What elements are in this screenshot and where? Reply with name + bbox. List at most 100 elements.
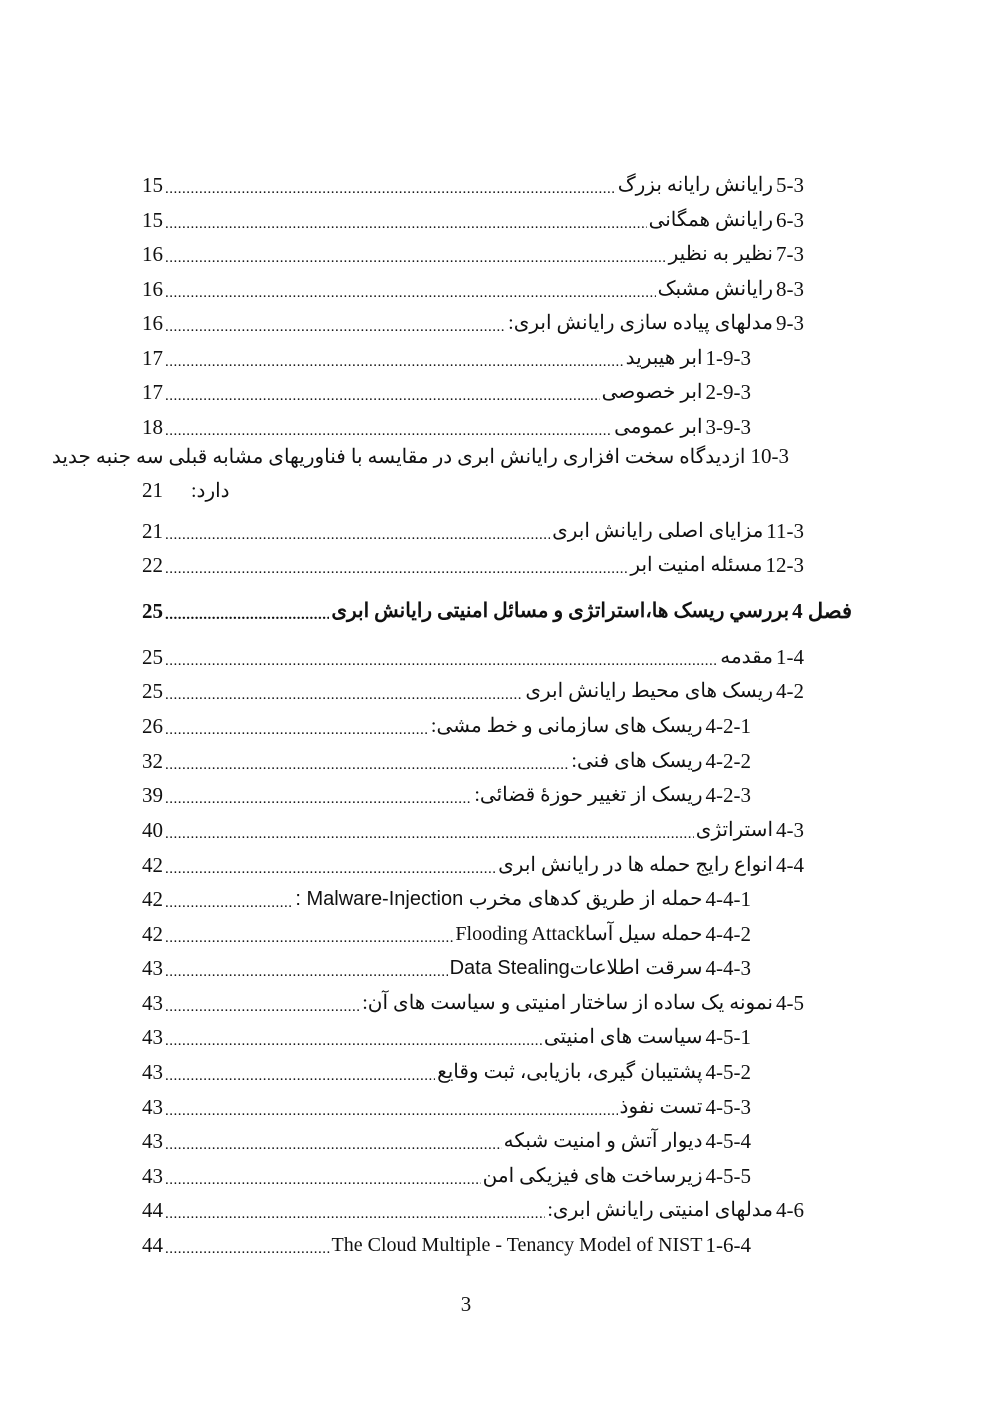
dot-leader (165, 1238, 330, 1260)
toc-entry[interactable]: 22 12-3 مسئله امنیت ابر (142, 550, 804, 580)
toc-entry[interactable]: 43 4-5 نمونه یک ساده از ساختار امنیتی و … (142, 988, 804, 1018)
entry-title: تست نفوذ (619, 1096, 703, 1118)
entry-number: 4-5-1 (705, 1025, 752, 1049)
toc-entry[interactable]: 16 7-3 نظیر به نظیر (142, 239, 804, 269)
toc-entry[interactable]: 43 4-5-1 سیاست های امنیتی (142, 1022, 751, 1052)
entry-label: 3-9-3 ابر عمومی (614, 412, 751, 442)
entry-label: 2-9-3 ابر خصوصی (602, 377, 751, 407)
entry-number: 6-3 (776, 208, 804, 232)
page-number: 26 (142, 714, 163, 738)
entry-label: 1-6-4 The Cloud Multiple - Tenancy Model… (332, 1230, 751, 1260)
page-number: 43 (142, 956, 163, 980)
dot-leader (165, 1169, 481, 1191)
entry-title: حمله از طریق کدهای مخرب Malware-Injectio… (295, 888, 703, 910)
page-number: 15 (142, 208, 163, 232)
entry-title: نمونه یک ساده از ساختار امنیتی و سیاست ه… (362, 992, 773, 1014)
dot-leader (165, 823, 694, 845)
dot-leader (165, 754, 569, 776)
dot-leader (165, 858, 496, 880)
toc-entry[interactable]: 15 5-3 رایانش رایانه بزرگ (142, 170, 804, 200)
toc-entry[interactable]: 21 11-3 مزایای اصلی رایانش ابری (142, 516, 804, 546)
toc-entry[interactable]: 18 3-9-3 ابر عمومی (142, 412, 751, 442)
entry-title: رایانش همگانی (648, 209, 773, 231)
entry-label: 4-4-3 سرقت اطلاعاتData Stealing (450, 953, 751, 983)
entry-title: استراتژی (695, 819, 773, 841)
toc-entry[interactable]: 17 2-9-3 ابر خصوصی (142, 377, 751, 407)
dot-leader (165, 892, 293, 914)
entry-title: انواع رایج حمله ها در رایانش ابری (498, 854, 773, 876)
entry-label: 4-6 مدلهای امنیتی رایانش ابری: (547, 1195, 804, 1225)
toc-entry[interactable]: 32 4-2-2 ریسک های فنی: (142, 746, 751, 776)
entry-number: 4-5-5 (705, 1164, 752, 1188)
page-number: 42 (142, 922, 163, 946)
dot-leader (165, 282, 656, 304)
entry-label: فصل 4 بررسي ریسک ها،استراتژی و مسائل امن… (331, 596, 852, 626)
entry-label: 5-3 رایانش رایانه بزرگ (618, 170, 804, 200)
entry-number: 9-3 (776, 311, 804, 335)
toc-entry[interactable]: 44 4-6 مدلهای امنیتی رایانش ابری: (142, 1195, 804, 1225)
dot-leader (165, 1100, 618, 1122)
entry-number: 4-2-3 (705, 783, 752, 807)
toc-entry[interactable]: 43 4-5-2 پشتیبان گیری، بازیابی، ثبت وقای… (142, 1057, 751, 1087)
entry-title: زیرساخت های فیزیکی امن (482, 1165, 703, 1187)
entry-number: 4-5-2 (705, 1060, 752, 1084)
entry-title: مدلهای امنیتی رایانش ابری: (547, 1199, 773, 1221)
entry-number: 4-2 (776, 679, 804, 703)
entry-label: 9-3 مدلهای پیاده سازی رایانش ابری: (508, 308, 804, 338)
page-number: 25 (142, 645, 163, 669)
entry-label: 4-5-1 سیاست های امنیتی (544, 1022, 751, 1052)
entry-number: 4-2-2 (705, 749, 752, 773)
entry-label: 7-3 نظیر به نظیر (669, 239, 804, 269)
toc-entry-wrapped-line2: 21 دارد: (142, 478, 230, 502)
entry-label: 4-5-4 دیوار آتش و امنیت شبکه (504, 1126, 751, 1156)
entry-number: 4-5-3 (705, 1095, 752, 1119)
toc-entry[interactable]: 15 6-3 رایانش همگانی (142, 205, 804, 235)
dot-leader (165, 1065, 435, 1087)
toc-entry[interactable]: 42 4-4 انواع رایج حمله ها در رایانش ابری (142, 850, 804, 880)
entry-label: 4-5 نمونه یک ساده از ساختار امنیتی و سیا… (362, 988, 804, 1018)
dot-leader (165, 1134, 502, 1156)
entry-title: نظیر به نظیر (668, 243, 773, 265)
toc-entry[interactable]: 25 4-2 ریسک های محیط رایانش ابری (142, 676, 804, 706)
toc-entry[interactable]: 25 1-4 مقدمه (142, 642, 804, 672)
dot-leader (165, 996, 360, 1018)
page-number: 43 (142, 1095, 163, 1119)
page-number: 15 (142, 173, 163, 197)
entry-title: The Cloud Multiple - Tenancy Model of NI… (331, 1234, 703, 1256)
toc-entry[interactable]: 43 4-5-4 دیوار آتش و امنیت شبکه (142, 1126, 751, 1156)
toc-entry[interactable]: 39 4-2-3 ریسک از تغییر حوزۀ قضائی: (142, 780, 751, 810)
page-number: 39 (142, 783, 163, 807)
entry-number: 4-5-4 (705, 1129, 752, 1153)
toc-entry[interactable]: 43 4-5-3 تست نفوذ (142, 1092, 751, 1122)
dot-leader (165, 684, 523, 706)
toc-entry[interactable]: 40 4-3 استراتژی (142, 815, 804, 845)
dot-leader (165, 178, 616, 200)
toc-entry[interactable]: 43 4-5-5 زیرساخت های فیزیکی امن (142, 1161, 751, 1191)
toc-entry[interactable]: 16 9-3 مدلهای پیاده سازی رایانش ابری: (142, 308, 804, 338)
entry-title: مدلهای پیاده سازی رایانش ابری: (508, 312, 773, 334)
page-number: 42 (142, 887, 163, 911)
dot-leader (165, 927, 453, 949)
toc-entry[interactable]: 25 فصل 4 بررسي ریسک ها،استراتژی و مسائل … (142, 596, 852, 626)
entry-label: 11-3 مزایای اصلی رایانش ابری (552, 516, 804, 546)
page-number: 16 (142, 311, 163, 335)
toc-entry[interactable]: 42 4-4-2 حمله سیل آساFlooding Attack (142, 919, 751, 949)
entry-title: ابر عمومی (614, 416, 703, 438)
entry-label: 4-3 استراتژی (696, 815, 804, 845)
toc-entry[interactable]: 26 4-2-1 ریسک های سازمانی و خط مشی: (142, 711, 751, 741)
toc-entry[interactable]: 44 1-6-4 The Cloud Multiple - Tenancy Mo… (142, 1230, 751, 1260)
entry-number: 4-4-2 (705, 922, 752, 946)
page-number: 32 (142, 749, 163, 773)
dot-leader (165, 420, 612, 442)
toc-entry[interactable]: 42 4-4-1 حمله از طریق کدهای مخرب Malware… (142, 884, 751, 914)
entry-label: 4-4 انواع رایج حمله ها در رایانش ابری (498, 850, 804, 880)
toc-entry[interactable]: 17 1-9-3 ابر هیبرید (142, 343, 751, 373)
toc-entry[interactable]: 16 8-3 رایانش مشبک (142, 274, 804, 304)
toc-entry[interactable]: 43 4-4-3 سرقت اطلاعاتData Stealing (142, 953, 751, 983)
entry-title: بررسي ریسک ها،استراتژی و مسائل امنیتی را… (331, 600, 790, 622)
page-number: 22 (142, 553, 163, 577)
entry-label: 8-3 رایانش مشبک (658, 274, 804, 304)
entry-label: 12-3 مسئله امنیت ابر (630, 550, 804, 580)
entry-title: رایانش رایانه بزرگ (617, 174, 773, 196)
entry-number: 1-6-4 (705, 1233, 752, 1257)
